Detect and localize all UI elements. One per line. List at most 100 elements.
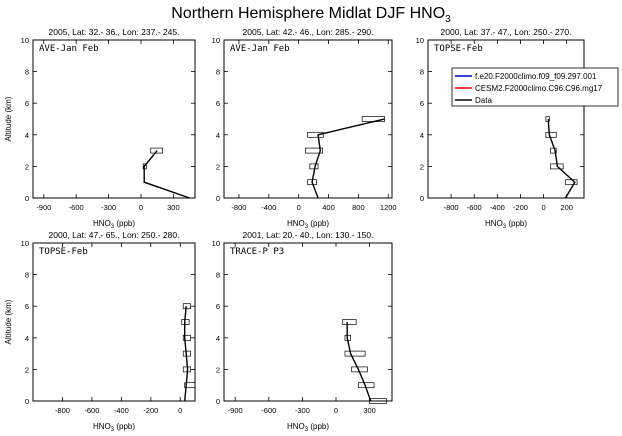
panel-inner-label: AVE-Jan Feb <box>230 44 290 54</box>
range-box <box>307 131 324 138</box>
y-tick-label: 6 <box>25 302 29 311</box>
x-tick-label: -400 <box>261 203 276 212</box>
range-box <box>309 163 319 170</box>
x-tick-label: -400 <box>114 406 129 415</box>
y-tick-label: 4 <box>216 131 220 140</box>
legend-label: f.e20.F2000climo.f09_f09.297.001 <box>475 72 597 81</box>
x-axis-label: HNO3 (ppb) <box>93 219 135 230</box>
chart-panel-1: 2005, Lat: 32.- 36., Lon: 237.- 245. AVE-… <box>4 27 196 230</box>
panel-inner-label: TRACE-P P3 <box>230 247 284 257</box>
y-tick-label: 6 <box>216 302 220 311</box>
panel-inner-label: TOPSE-Feb <box>39 247 88 257</box>
y-tick-label: 2 <box>25 365 29 374</box>
data-series-line <box>183 306 189 402</box>
y-tick-label: 6 <box>25 99 29 108</box>
x-tick-label: 0 <box>541 203 545 212</box>
chart-panel-2: 2005, Lat: 42.- 46., Lon: 285.- 290. AVE-… <box>212 27 397 230</box>
data-series-line <box>547 118 576 199</box>
x-tick-label: -600 <box>84 406 99 415</box>
data-series-line <box>143 150 190 199</box>
x-axis-label: HNO3 (ppb) <box>287 422 329 433</box>
x-tick-label: 0 <box>334 406 338 415</box>
x-tick-label: 0 <box>178 406 182 415</box>
panel-title: 2001, Lat: 20.- 40., Lon: 130.- 150. <box>243 230 374 240</box>
y-tick-label: 0 <box>420 194 424 203</box>
figure-title: Northern Hemisphere Midlat DJF HNO3 <box>171 5 451 25</box>
y-tick-label: 4 <box>216 334 220 343</box>
x-tick-label: -900 <box>36 203 51 212</box>
x-tick-label: 0 <box>297 203 301 212</box>
panel-title: 2005, Lat: 42.- 46., Lon: 285.- 290. <box>243 27 374 37</box>
range-box <box>182 303 191 310</box>
data-series-line <box>311 118 385 199</box>
y-tick-label: 0 <box>216 194 220 203</box>
range-box <box>184 382 196 389</box>
y-tick-label: 4 <box>25 334 29 343</box>
x-tick-label: 0 <box>139 203 143 212</box>
legend-label: Data <box>475 96 492 105</box>
y-tick-label: 2 <box>420 162 424 171</box>
x-tick-label: -300 <box>101 203 116 212</box>
y-tick-label: 0 <box>25 397 29 406</box>
range-box <box>150 147 163 154</box>
y-tick-label: 0 <box>216 397 220 406</box>
chart-panel-4: 2000, Lat: 47.- 65., Lon: 250.- 280. TOPS… <box>4 230 196 433</box>
x-tick-label: -200 <box>513 203 528 212</box>
y-tick-label: 10 <box>21 239 29 248</box>
x-tick-label: -400 <box>490 203 505 212</box>
legend: f.e20.F2000climo.f09_f09.297.001 CESM2.F2… <box>451 67 619 107</box>
y-tick-label: 2 <box>216 365 220 374</box>
range-box <box>344 350 366 357</box>
x-axis-label: HNO3 (ppb) <box>485 219 527 230</box>
y-tick-label: 0 <box>25 194 29 203</box>
range-box <box>305 147 323 154</box>
y-tick-label: 8 <box>420 68 424 77</box>
y-tick-label: 10 <box>416 36 424 45</box>
y-axis-label: Altitude (km) <box>4 96 13 141</box>
x-tick-label: -600 <box>261 406 276 415</box>
x-axis-label: HNO3 (ppb) <box>287 219 329 230</box>
plot-frame <box>32 39 196 199</box>
y-tick-label: 2 <box>216 162 220 171</box>
x-tick-label: 300 <box>167 203 180 212</box>
x-tick-label: 800 <box>352 203 365 212</box>
x-tick-label: 1200 <box>380 203 397 212</box>
x-tick-label: -800 <box>231 203 246 212</box>
panel-inner-label: TOPSE-Feb <box>434 44 483 54</box>
y-tick-label: 8 <box>216 68 220 77</box>
chart-panel-3: 2000, Lat: 37.- 47., Lon: 250.- 270. TOPS… <box>416 27 585 230</box>
plot-frame <box>223 242 393 402</box>
y-tick-label: 10 <box>212 239 220 248</box>
panel-inner-label: AVE-Jan Feb <box>39 44 99 54</box>
y-tick-label: 10 <box>212 36 220 45</box>
range-box <box>545 131 557 138</box>
plot-frame <box>32 242 196 402</box>
x-axis-label: HNO3 (ppb) <box>93 422 135 433</box>
panel-title: 2005, Lat: 32.- 36., Lon: 237.- 245. <box>49 27 180 37</box>
x-tick-label: -800 <box>55 406 70 415</box>
y-axis-label: Altitude (km) <box>4 299 13 344</box>
y-tick-label: 8 <box>25 271 29 280</box>
y-tick-label: 4 <box>25 131 29 140</box>
legend-box <box>451 67 619 107</box>
x-tick-label: -600 <box>467 203 482 212</box>
x-tick-label: -300 <box>295 406 310 415</box>
range-box <box>550 147 557 154</box>
panel-title: 2000, Lat: 47.- 65., Lon: 250.- 280. <box>49 230 180 240</box>
y-tick-label: 2 <box>25 162 29 171</box>
range-box <box>182 334 191 341</box>
y-tick-label: 10 <box>21 36 29 45</box>
legend-label: CESM2.F2000climo.C96.C96.mg17 <box>475 84 603 93</box>
x-tick-label: 300 <box>363 406 376 415</box>
chart-panel-5: 2001, Lat: 20.- 40., Lon: 130.- 150. TRAC… <box>212 230 393 433</box>
plot-frame <box>223 39 393 199</box>
range-box <box>545 116 550 122</box>
y-tick-label: 6 <box>420 99 424 108</box>
plot-frame <box>427 39 585 199</box>
x-tick-label: 200 <box>560 203 573 212</box>
y-tick-label: 6 <box>216 99 220 108</box>
y-tick-label: 8 <box>216 271 220 280</box>
x-tick-label: -200 <box>143 406 158 415</box>
panel-title: 2000, Lat: 37.- 47., Lon: 250.- 270. <box>441 27 572 37</box>
